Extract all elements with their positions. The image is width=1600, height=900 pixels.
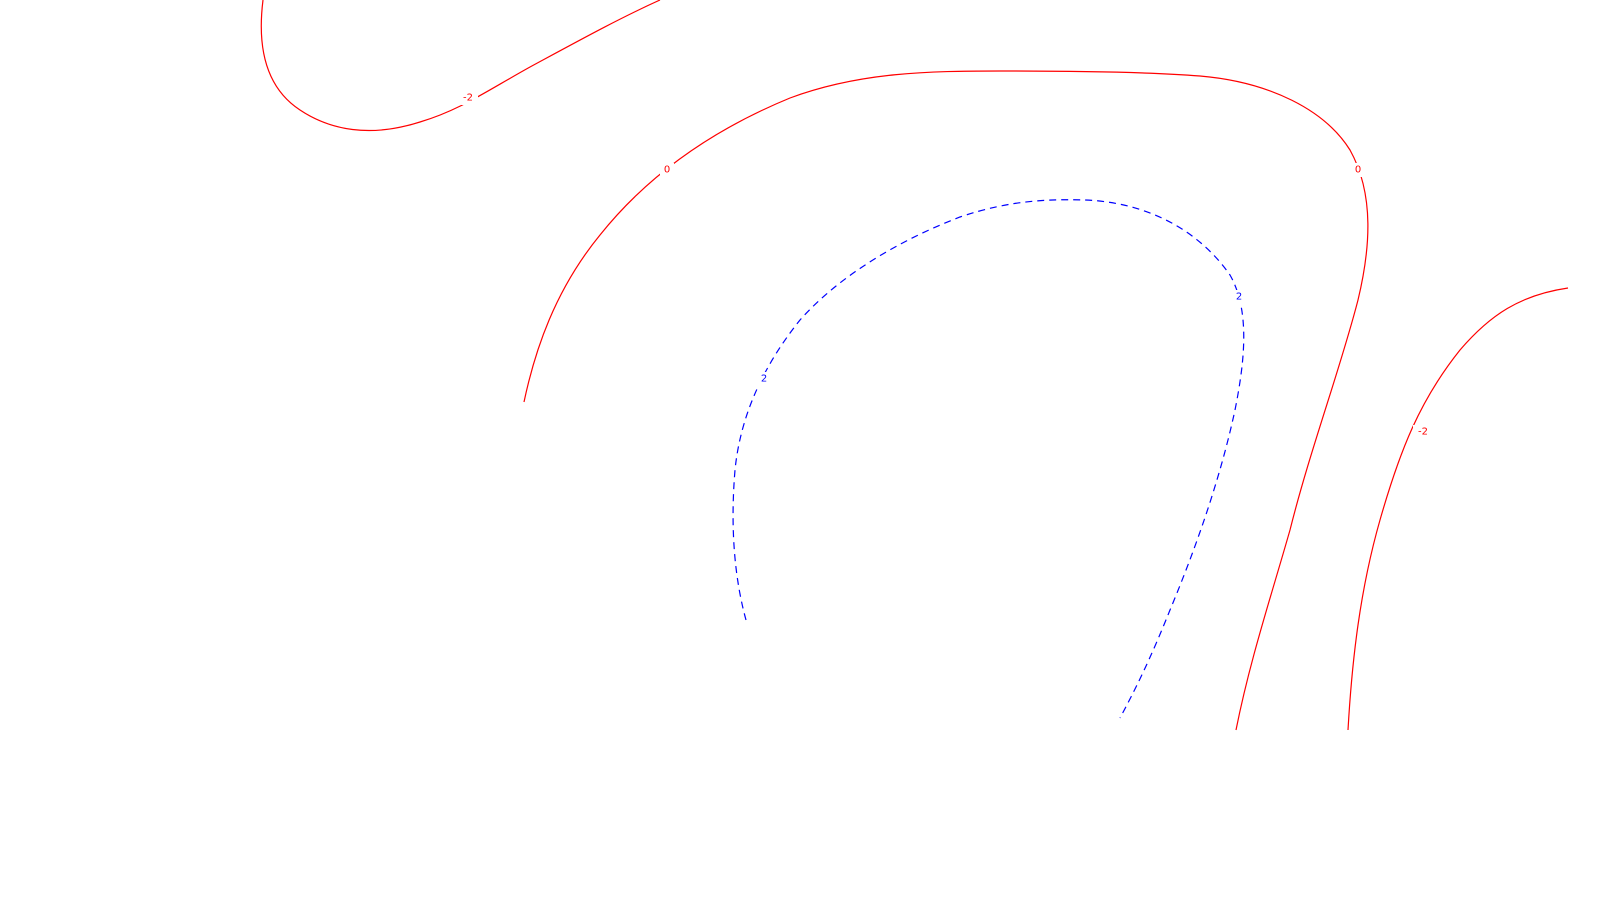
contour-line-0-central-arch bbox=[523, 70, 1369, 731]
svg-text:-2: -2 bbox=[1418, 427, 1428, 438]
contour-line-2-dashed-arch bbox=[732, 199, 1245, 719]
svg-text:0: 0 bbox=[664, 165, 670, 176]
contour-line-minus2-upper-left bbox=[260, 0, 661, 132]
svg-text:0: 0 bbox=[1355, 165, 1361, 176]
svg-text:2: 2 bbox=[1236, 292, 1242, 303]
contour-label-2-left: 2 bbox=[757, 372, 771, 386]
contour-label-minus2-upper-left: -2 bbox=[458, 91, 478, 105]
contour-label-0-right: 0 bbox=[1351, 163, 1365, 177]
contour-label-minus2-right: -2 bbox=[1413, 425, 1433, 439]
contour-line-minus2-right bbox=[1347, 287, 1569, 731]
svg-text:-2: -2 bbox=[463, 93, 473, 104]
contour-label-0-left: 0 bbox=[660, 163, 674, 177]
contour-label-2-right: 2 bbox=[1232, 290, 1246, 304]
svg-text:2: 2 bbox=[761, 374, 767, 385]
